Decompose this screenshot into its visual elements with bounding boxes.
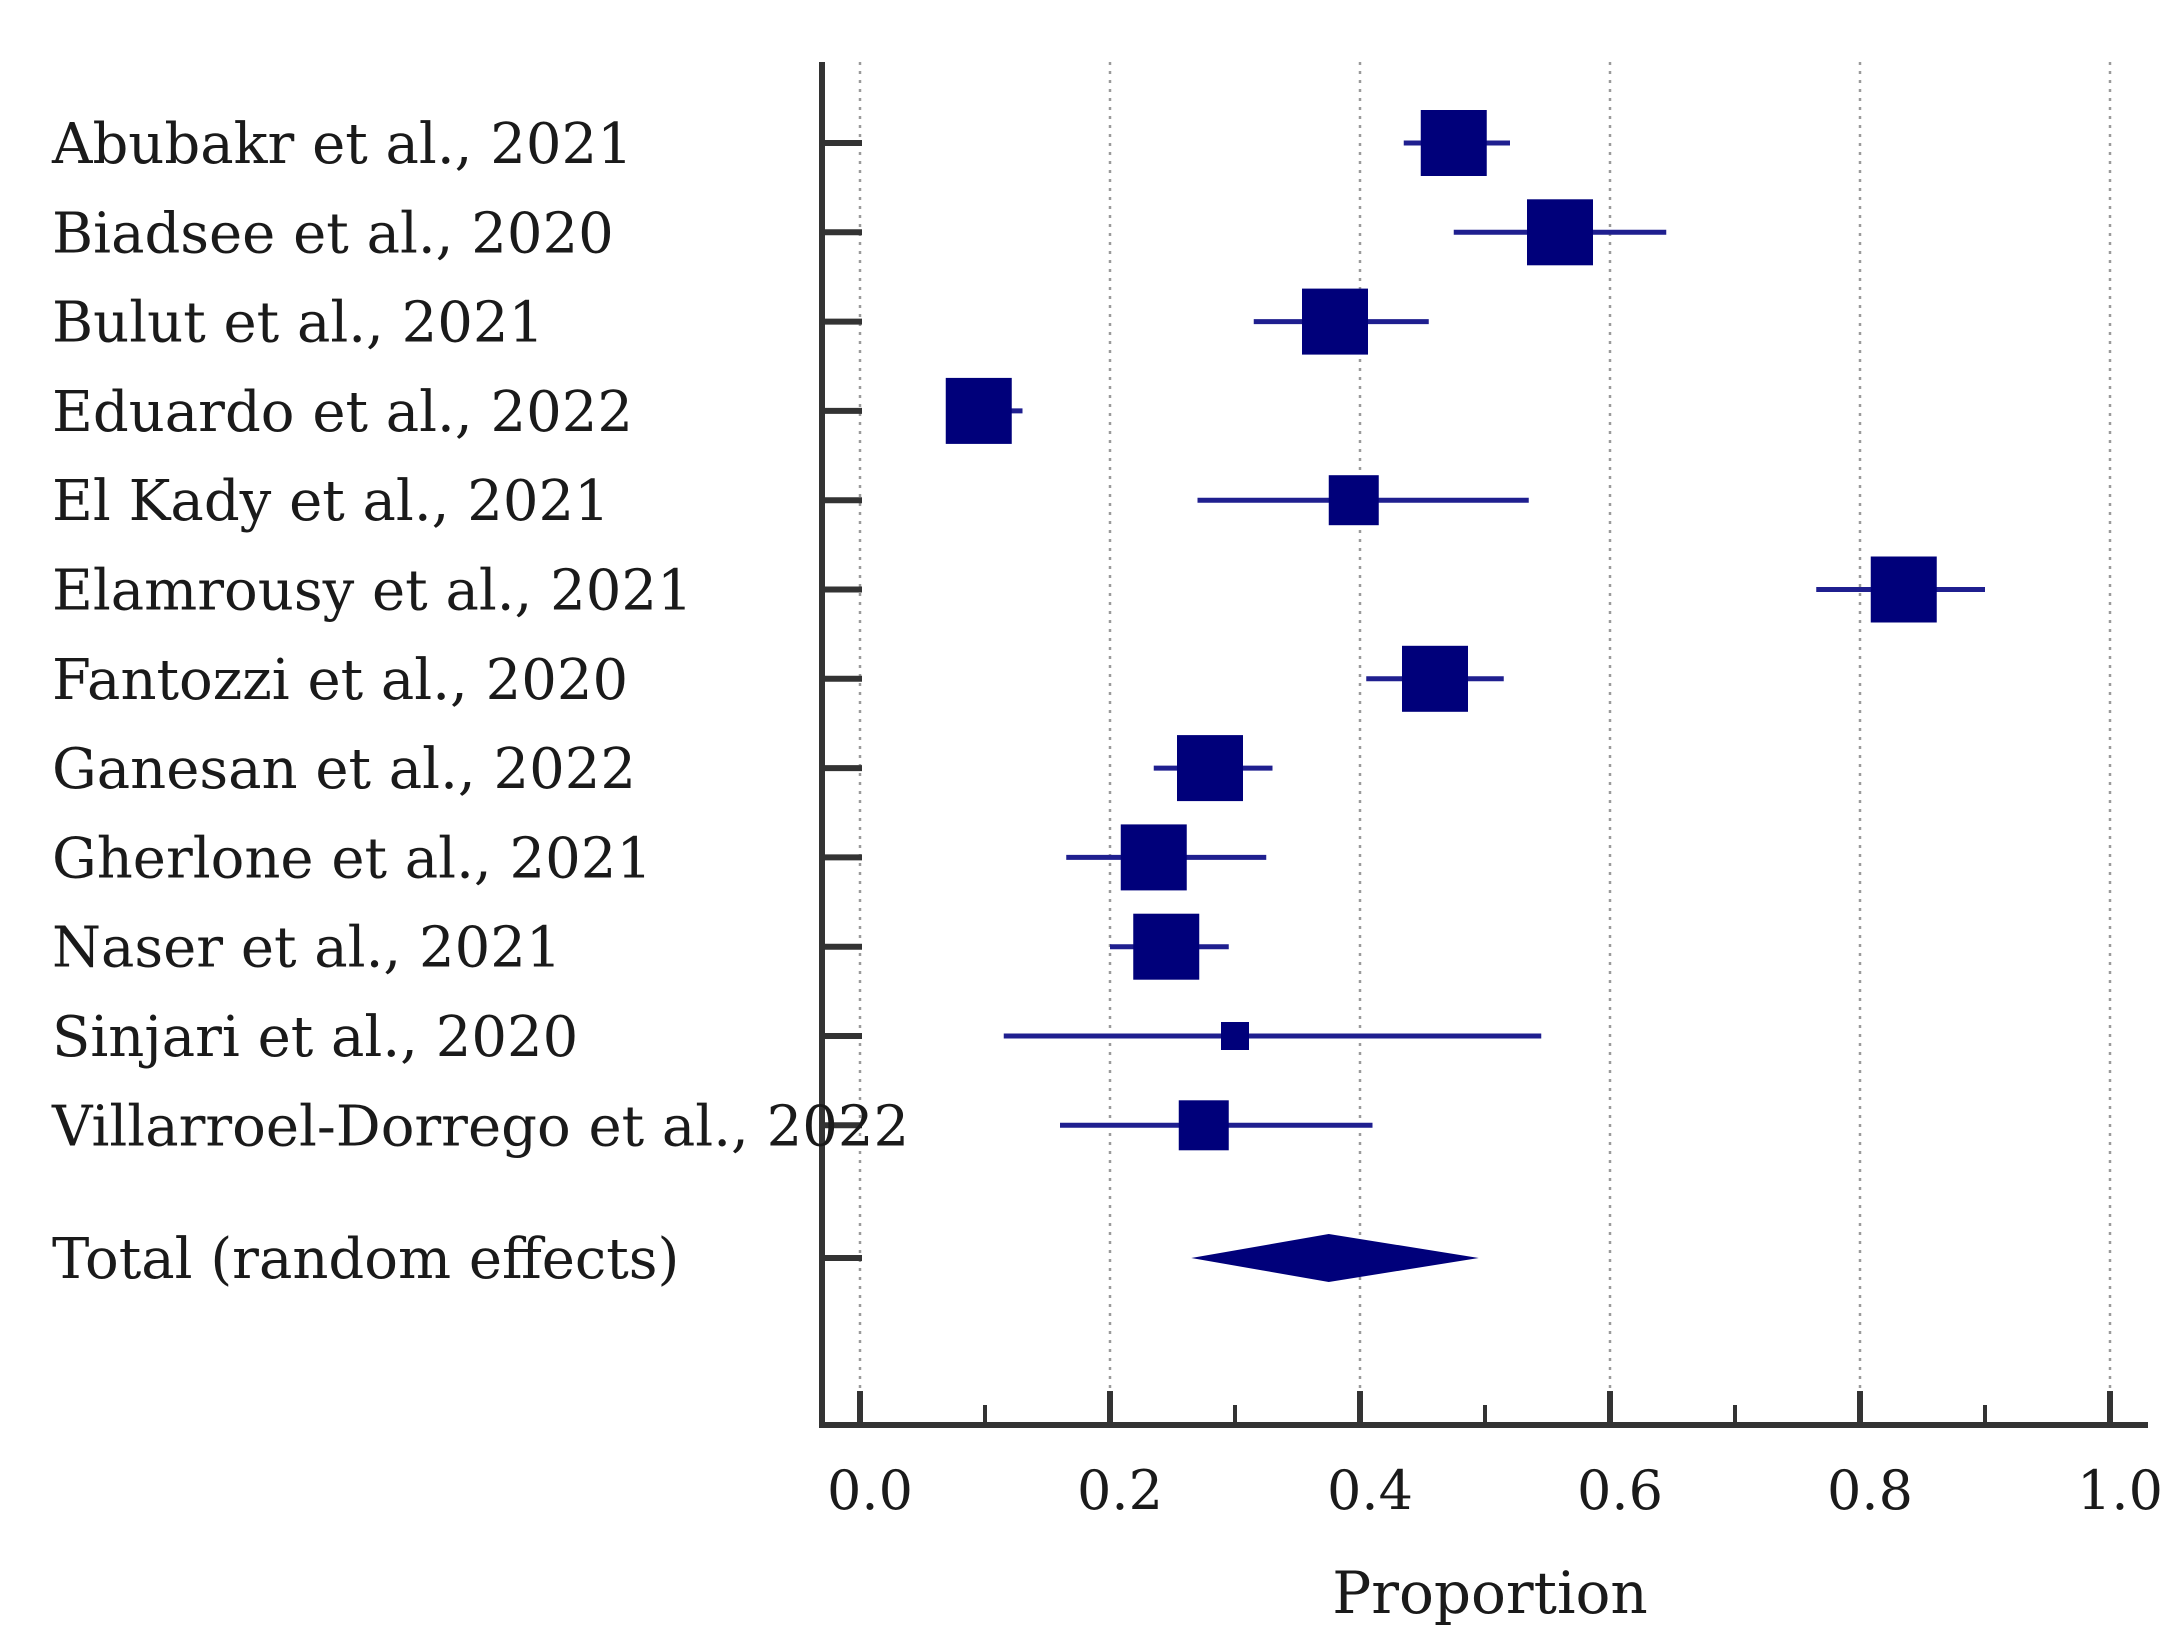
study-markers bbox=[945, 110, 1937, 1151]
study-marker bbox=[1328, 475, 1379, 526]
study-marker bbox=[1177, 735, 1243, 802]
study-label: Naser et al., 2021 bbox=[52, 916, 562, 981]
study-marker bbox=[1133, 913, 1200, 980]
study-marker bbox=[1302, 288, 1368, 355]
study-marker bbox=[1120, 824, 1187, 891]
study-marker bbox=[1870, 556, 1937, 623]
x-tick-label: 0.6 bbox=[1577, 1459, 1663, 1522]
pooled-label: Total (random effects) bbox=[52, 1227, 679, 1292]
x-tick-labels: 0.0 0.2 0.4 0.6 0.8 1.0 bbox=[827, 1459, 2161, 1522]
study-label: Fantozzi et al., 2020 bbox=[52, 648, 628, 713]
study-label: El Kady et al., 2021 bbox=[52, 469, 610, 534]
study-label: Biadsee et al., 2020 bbox=[52, 201, 614, 266]
pooled-diamond bbox=[1191, 1234, 1479, 1282]
study-label: Ganesan et al., 2022 bbox=[52, 737, 636, 802]
study-label: Gherlone et al., 2021 bbox=[52, 826, 652, 891]
x-axis-title: Proportion bbox=[1332, 1559, 1648, 1627]
study-marker bbox=[1178, 1100, 1229, 1151]
x-tick-label: 0.0 bbox=[827, 1459, 913, 1522]
study-label: Sinjari et al., 2020 bbox=[52, 1005, 578, 1070]
study-label: Villarroel-Dorrego et al., 2022 bbox=[51, 1094, 909, 1159]
confidence-intervals bbox=[953, 140, 1985, 1128]
study-marker bbox=[1527, 199, 1593, 266]
study-label: Eduardo et al., 2022 bbox=[52, 380, 633, 445]
study-label: Abubakr et al., 2021 bbox=[51, 112, 633, 177]
x-tick-label: 0.4 bbox=[1327, 1459, 1413, 1522]
x-tick-label: 0.2 bbox=[1077, 1459, 1163, 1522]
study-marker bbox=[1402, 645, 1468, 712]
study-marker bbox=[1221, 1022, 1249, 1050]
study-labels: Abubakr et al., 2021 Biadsee et al., 2020… bbox=[51, 112, 909, 1292]
study-label: Bulut et al., 2021 bbox=[52, 291, 544, 356]
pooled-estimate bbox=[1191, 1234, 1479, 1282]
x-tick-label: 1.0 bbox=[2077, 1459, 2161, 1522]
gridlines bbox=[858, 62, 2112, 1425]
study-label: Elamrousy et al., 2021 bbox=[52, 559, 693, 624]
x-tick-label: 0.8 bbox=[1827, 1459, 1913, 1522]
study-marker bbox=[1420, 110, 1487, 176]
study-marker bbox=[945, 377, 1012, 444]
axes bbox=[819, 62, 2148, 1428]
